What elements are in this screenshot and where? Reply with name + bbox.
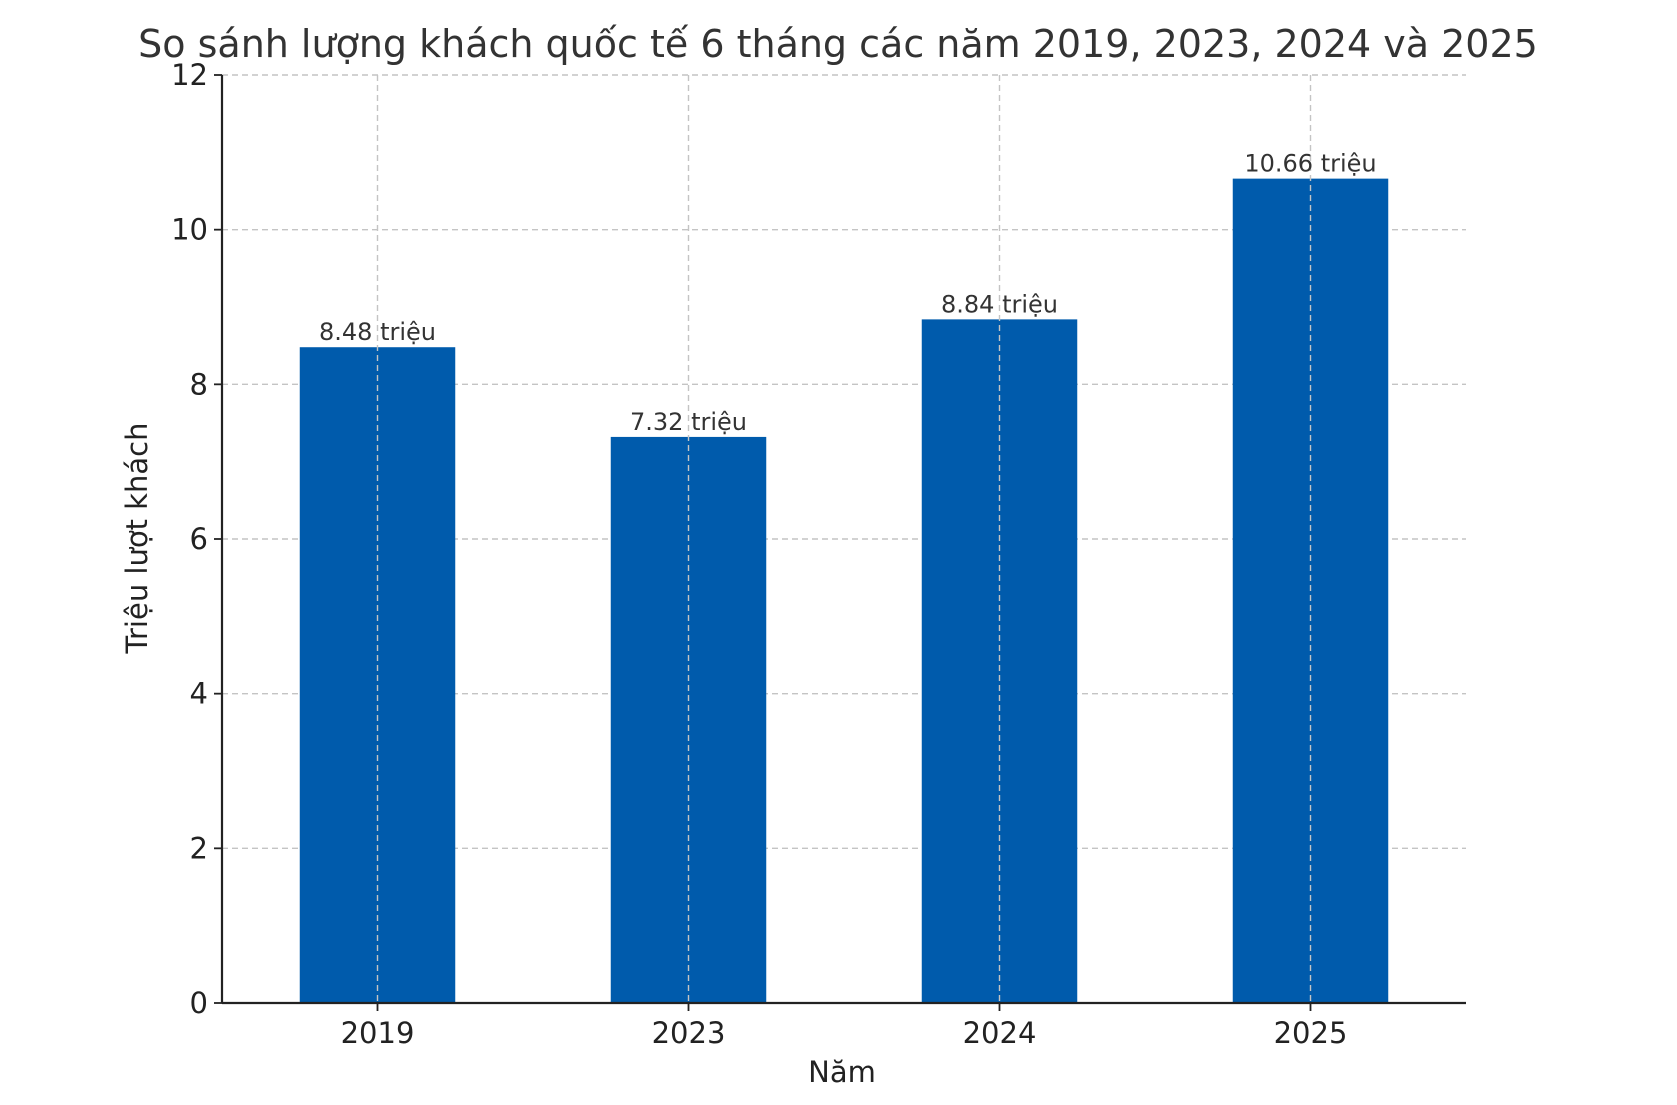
vertical-grid-lines — [376, 75, 1312, 1003]
y-tick-label: 2 — [190, 831, 208, 865]
bar-value-label: 8.48 triệu — [319, 318, 436, 346]
y-tick-label: 10 — [171, 213, 208, 247]
x-tick-label: 2025 — [1274, 1016, 1348, 1050]
bar-value-label: 10.66 triệu — [1244, 150, 1376, 178]
x-tick-label: 2023 — [652, 1016, 726, 1050]
y-tick-label: 6 — [190, 522, 208, 556]
bar-value-label: 8.84 triệu — [941, 290, 1058, 318]
axes: 0 2 4 6 8 10 12 2019 2023 2024 2025 — [171, 58, 1466, 1050]
grid-lines — [222, 74, 1466, 850]
y-tick-label: 12 — [171, 58, 208, 92]
x-axis-label: Năm — [808, 1055, 876, 1089]
bars — [299, 178, 1389, 1004]
y-tick-label: 0 — [190, 986, 208, 1020]
y-axis-label: Triệu lượt khách — [120, 423, 154, 655]
bar-value-label: 7.32 triệu — [630, 408, 747, 436]
x-tick-label: 2024 — [963, 1016, 1037, 1050]
y-tick-label: 4 — [190, 677, 208, 711]
x-tick-label: 2019 — [341, 1016, 415, 1050]
data-labels: 8.48 triệu 7.32 triệu 8.84 triệu 10.66 triệ… — [319, 150, 1377, 436]
chart-title: So sánh lượng khách quốc tế 6 tháng các … — [138, 22, 1538, 66]
y-tick-label: 8 — [190, 367, 208, 401]
